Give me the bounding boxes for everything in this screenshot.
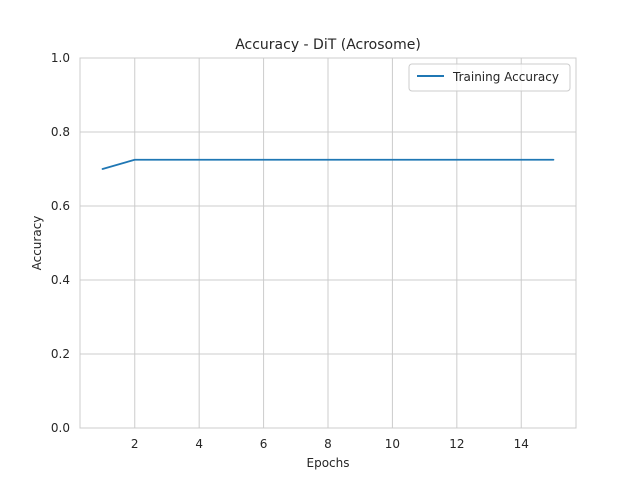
x-tick-label: 4 (195, 437, 203, 451)
tick-labels: 2 4 6 8 10 12 14 0.0 0.2 0.4 0.6 0.8 1.0 (51, 51, 529, 451)
plot-area-border (79, 57, 577, 429)
x-tick-label: 6 (260, 437, 268, 451)
legend-box (408, 63, 571, 92)
y-tick-label: 0.4 (51, 273, 70, 287)
x-tick-label: 12 (449, 437, 464, 451)
y-axis-label: Accuracy (30, 216, 44, 271)
y-tick-label: 0.0 (51, 421, 70, 435)
y-tick-label: 0.8 (51, 125, 70, 139)
x-tick-label: 2 (131, 437, 139, 451)
legend: Training Accuracy (408, 63, 571, 92)
series-line-training-accuracy (101, 158, 555, 170)
legend-label-training-accuracy: Training Accuracy (452, 70, 559, 84)
y-tick-label: 0.2 (51, 347, 70, 361)
x-tick-label: 10 (385, 437, 400, 451)
y-tick-label: 0.6 (51, 199, 70, 213)
x-tick-label: 14 (514, 437, 529, 451)
chart-title: Accuracy - DiT (Acrosome) (235, 37, 421, 53)
y-tick-label: 1.0 (51, 51, 70, 65)
x-tick-label: 8 (324, 437, 332, 451)
x-axis-label: Epochs (307, 456, 350, 470)
series-layer (101, 158, 555, 170)
